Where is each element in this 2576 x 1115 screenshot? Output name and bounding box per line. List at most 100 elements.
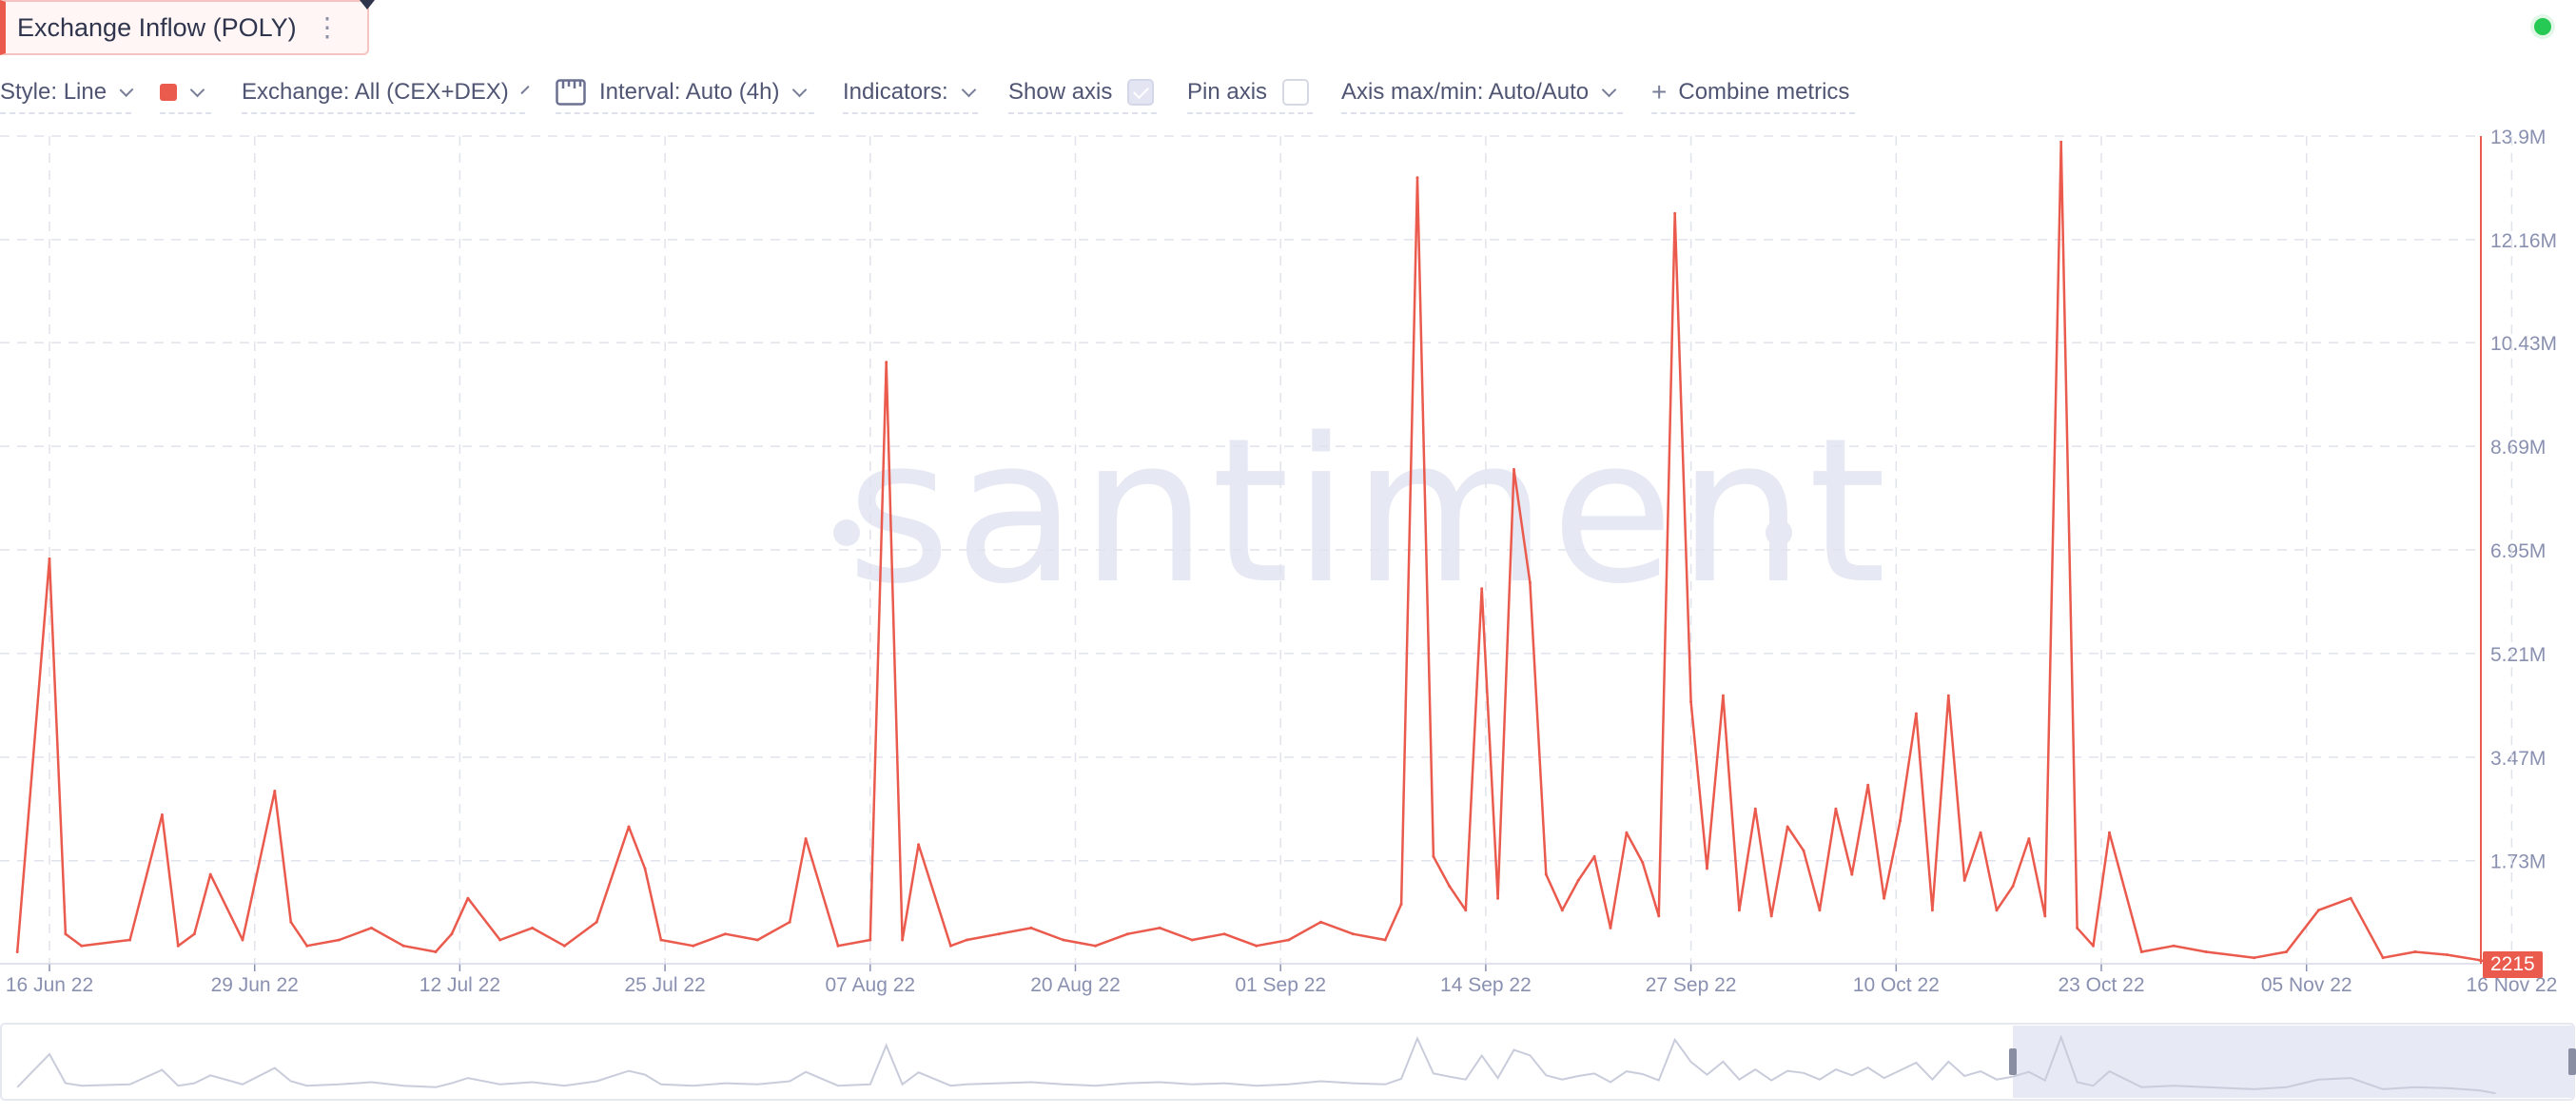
style-dropdown-label: Style: Line (0, 79, 107, 105)
data-point (1126, 932, 1129, 936)
data-point (2478, 958, 2482, 962)
data-point (1979, 831, 1982, 834)
show-axis-toggle[interactable]: Show axis (1008, 72, 1157, 114)
metric-tag[interactable]: Exchange Inflow (POLY) ⋮ (0, 0, 369, 55)
show-axis-checkbox[interactable] (1127, 79, 1155, 106)
pin-axis-checkbox[interactable] (1282, 79, 1310, 106)
indicators-dropdown[interactable]: Indicators: (843, 72, 978, 114)
data-point (2108, 831, 2111, 834)
chart-toolbar: Style: Line Exchange: All (CEX+DEX) Inte… (0, 72, 1903, 114)
x-tick-label: 23 Oct 22 (2058, 974, 2144, 996)
y-tick-label: 1.73M (2490, 851, 2546, 873)
series-line (15, 141, 2496, 966)
more-options-icon[interactable]: ⋮ (314, 12, 341, 42)
data-point (1512, 468, 1515, 471)
show-axis-label: Show axis (1008, 79, 1113, 105)
data-point (1769, 914, 1773, 918)
data-point (273, 790, 277, 792)
watermark-dot (1766, 519, 1792, 546)
data-point (208, 872, 212, 876)
data-point (1866, 783, 1870, 787)
data-point (241, 938, 244, 942)
data-point (1094, 944, 1098, 948)
caret-down-icon (360, 0, 375, 10)
data-point (1383, 938, 1387, 942)
x-tick-label: 20 Aug 22 (1030, 974, 1121, 996)
data-point (2413, 950, 2417, 953)
data-point (901, 938, 905, 942)
x-tick-label: 10 Oct 22 (1853, 974, 1940, 996)
data-point (1737, 909, 1741, 912)
data-point (466, 896, 470, 900)
data-point (1883, 896, 1886, 900)
data-point (1962, 878, 1966, 882)
indicators-dropdown-label: Indicators: (843, 79, 948, 105)
data-point (2043, 914, 2047, 918)
data-point (1255, 944, 1259, 948)
style-dropdown[interactable]: Style: Line (0, 72, 134, 114)
navigator-selection (2013, 1026, 2574, 1098)
pin-axis-toggle[interactable]: Pin axis (1187, 72, 1313, 114)
interval-dropdown-label: Interval: Auto (4h) (599, 79, 780, 105)
data-point (531, 926, 534, 929)
data-point (1641, 861, 1645, 865)
data-point (724, 932, 727, 936)
watermark: santiment (847, 395, 1891, 628)
data-point (1753, 807, 1757, 811)
data-point (965, 938, 968, 942)
data-point (2011, 885, 2015, 889)
data-point (1158, 926, 1161, 929)
navigator-handle-right (2568, 1048, 2576, 1075)
x-tick-label: 29 Jun 22 (211, 974, 299, 996)
x-tick-label: 01 Sep 22 (1235, 974, 1326, 996)
data-point (1592, 854, 1596, 858)
axis-minmax-label: Axis max/min: Auto/Auto (1341, 79, 1590, 105)
data-point (948, 944, 952, 948)
data-point (128, 938, 132, 942)
data-point (868, 938, 872, 942)
metric-title: Exchange Inflow (POLY) (17, 12, 297, 42)
data-point (338, 938, 341, 942)
combine-metrics-button[interactable]: + Combine metrics (1651, 72, 1855, 114)
y-tick-label: 12.16M (2490, 230, 2557, 252)
x-tick-label: 27 Sep 22 (1646, 974, 1737, 996)
data-point (80, 944, 84, 948)
data-point (1995, 909, 1999, 912)
data-point (997, 932, 1001, 936)
data-point (192, 932, 196, 936)
exchange-dropdown[interactable]: Exchange: All (CEX+DEX) (242, 72, 530, 114)
data-point (15, 950, 19, 953)
data-point (1560, 909, 1564, 912)
data-point (562, 944, 566, 948)
x-tick-label: 25 Jul 22 (624, 974, 705, 996)
data-point (1673, 211, 1677, 215)
exchange-dropdown-label: Exchange: All (CEX+DEX) (242, 79, 509, 105)
color-picker[interactable] (160, 72, 211, 114)
data-point (1834, 807, 1838, 811)
data-point (1432, 854, 1435, 858)
data-point (2204, 950, 2208, 953)
data-point (2316, 909, 2320, 912)
data-point (836, 944, 840, 948)
data-point (1544, 872, 1548, 876)
y-tick-label: 10.43M (2490, 333, 2557, 355)
data-point (2059, 140, 2063, 144)
interval-dropdown[interactable]: Interval: Auto (4h) (556, 72, 814, 114)
data-point (755, 938, 759, 942)
x-tick-label: 16 Jun 22 (6, 974, 93, 996)
pin-axis-label: Pin axis (1187, 79, 1268, 105)
axis-minmax-dropdown[interactable]: Axis max/min: Auto/Auto (1341, 72, 1623, 114)
data-point (1609, 926, 1612, 929)
data-point (917, 843, 921, 847)
data-point (48, 557, 51, 560)
x-tick-label: 07 Aug 22 (826, 974, 916, 996)
data-point (2092, 944, 2095, 948)
data-point (305, 944, 309, 948)
data-point (2139, 950, 2143, 953)
data-point (1689, 700, 1693, 704)
data-point (1399, 902, 1403, 906)
data-point (1721, 694, 1725, 697)
data-point (1029, 926, 1033, 929)
y-tick-label: 13.9M (2490, 127, 2546, 148)
